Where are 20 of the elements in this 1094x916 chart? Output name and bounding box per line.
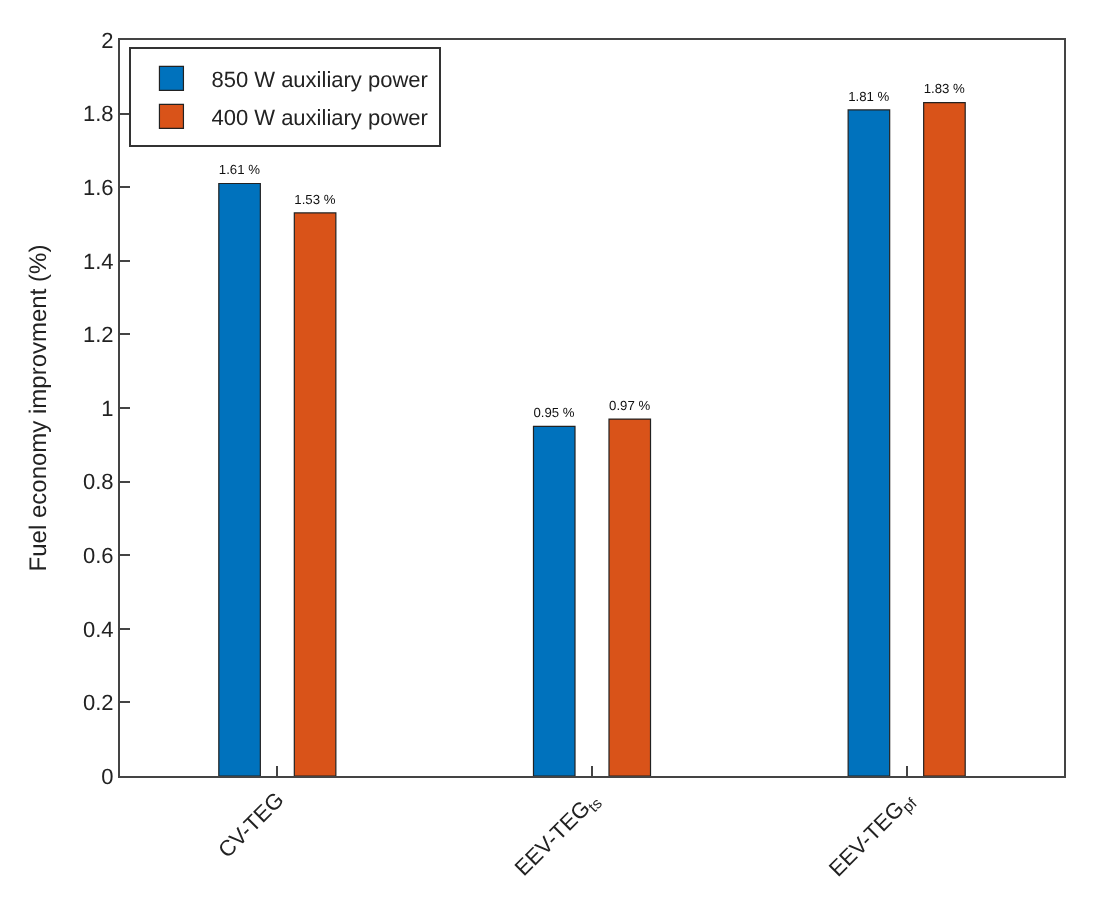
bar [608, 418, 652, 776]
bar [218, 182, 261, 776]
y-tick-label: 0 [101, 765, 114, 790]
y-tick-label: 0.4 [83, 618, 114, 643]
bar [923, 101, 966, 776]
y-tick-label: 1.2 [83, 324, 114, 349]
y-tick-label: 2 [101, 29, 114, 54]
legend-label: 850 W auxiliary power [211, 68, 429, 93]
bar [847, 109, 891, 776]
y-tick-label: 0.6 [83, 544, 114, 569]
y-axis-title: Fuel economy improvment (%) [23, 244, 52, 572]
y-tick-label: 1.4 [83, 250, 114, 275]
y-tick-label: 0.8 [83, 471, 114, 496]
y-tick-label: 1 [101, 397, 114, 422]
legend-label: 400 W auxiliary power [211, 106, 429, 131]
y-tick-label: 1.8 [83, 103, 114, 128]
y-tick-label: 1.6 [83, 176, 114, 201]
bar [293, 212, 337, 776]
y-tick-label: 0.2 [83, 692, 114, 717]
bar [532, 425, 576, 776]
